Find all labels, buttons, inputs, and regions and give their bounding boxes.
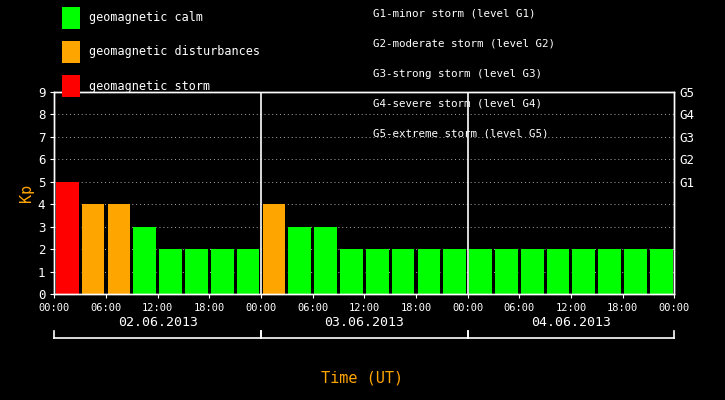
Bar <box>314 227 337 294</box>
Bar <box>82 204 104 294</box>
Bar <box>392 249 415 294</box>
Bar <box>366 249 389 294</box>
Bar <box>107 204 130 294</box>
Bar <box>340 249 362 294</box>
Bar <box>418 249 440 294</box>
Text: geomagnetic storm: geomagnetic storm <box>89 80 210 92</box>
Bar <box>211 249 233 294</box>
Bar <box>547 249 569 294</box>
Bar <box>469 249 492 294</box>
Text: 04.06.2013: 04.06.2013 <box>531 316 611 328</box>
Text: geomagnetic disturbances: geomagnetic disturbances <box>89 46 260 58</box>
Bar <box>573 249 595 294</box>
Bar <box>160 249 182 294</box>
Text: G2-moderate storm (level G2): G2-moderate storm (level G2) <box>373 39 555 49</box>
Y-axis label: Kp: Kp <box>19 184 33 202</box>
Text: 02.06.2013: 02.06.2013 <box>117 316 198 328</box>
Text: G3-strong storm (level G3): G3-strong storm (level G3) <box>373 69 542 79</box>
Bar <box>56 182 78 294</box>
Bar <box>624 249 647 294</box>
Bar <box>262 204 285 294</box>
Text: G1-minor storm (level G1): G1-minor storm (level G1) <box>373 9 536 19</box>
Bar <box>598 249 621 294</box>
Bar <box>521 249 544 294</box>
Text: G5-extreme storm (level G5): G5-extreme storm (level G5) <box>373 129 549 139</box>
Bar <box>185 249 208 294</box>
Bar <box>237 249 260 294</box>
Bar <box>444 249 466 294</box>
Text: Time (UT): Time (UT) <box>321 370 404 386</box>
Bar <box>133 227 156 294</box>
Bar <box>650 249 673 294</box>
Text: 03.06.2013: 03.06.2013 <box>324 316 405 328</box>
Bar <box>289 227 311 294</box>
Bar <box>495 249 518 294</box>
Text: geomagnetic calm: geomagnetic calm <box>89 12 203 24</box>
Text: G4-severe storm (level G4): G4-severe storm (level G4) <box>373 99 542 109</box>
